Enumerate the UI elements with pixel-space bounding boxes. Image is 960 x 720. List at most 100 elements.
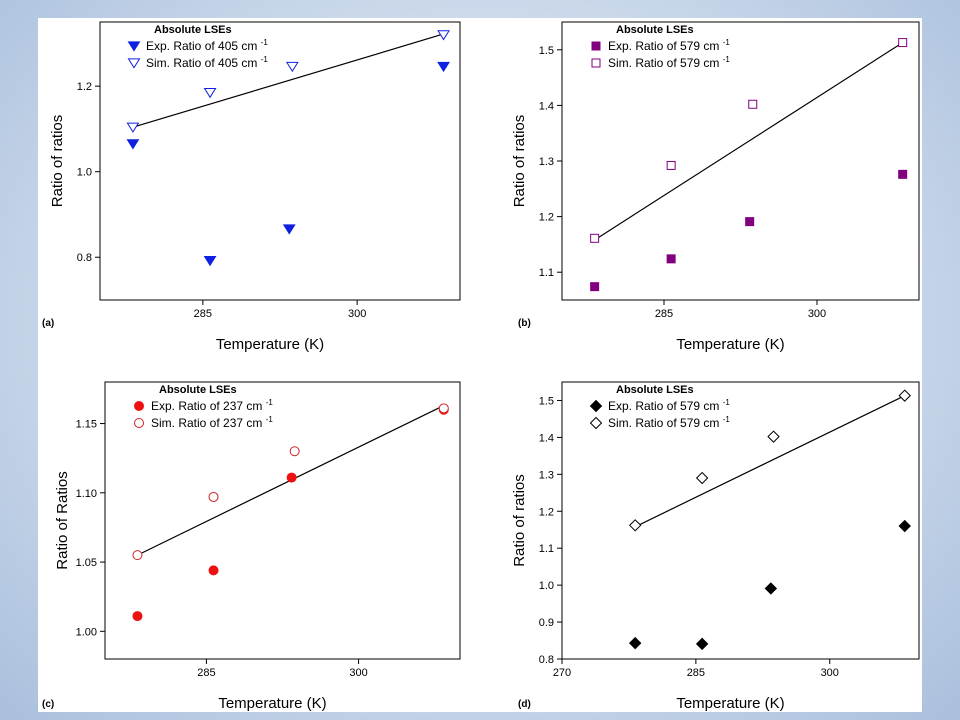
x-tick-label: 285	[197, 667, 215, 679]
legend-superscript: -1	[723, 398, 731, 407]
exp-data-point	[695, 637, 709, 651]
sim-data-point	[628, 519, 642, 532]
exp-data-point	[745, 217, 755, 227]
exp-data-point	[282, 224, 296, 235]
panel-label: (a)	[42, 318, 54, 329]
legend-entry: Sim. Ratio of 237 cm -1	[151, 415, 273, 430]
figure-svg: 285 300 0.8 1.0 1.2 Temperature (K) Ratio of r…	[42, 21, 920, 712]
sim-data-point	[132, 550, 143, 561]
legend-superscript: -1	[723, 38, 731, 47]
y-tick-label: 1.3	[539, 156, 554, 168]
exp-data-point	[203, 256, 217, 267]
sim-data-point	[285, 61, 299, 73]
y-tick-label: 0.9	[539, 617, 554, 629]
x-axis-label: Temperature (K)	[676, 336, 784, 353]
x-axis-label: Temperature (K)	[218, 695, 326, 712]
legend-entry: Sim. Ratio of 405 cm -1	[146, 55, 268, 70]
plot-frame	[99, 21, 461, 301]
y-tick-label: 1.15	[76, 419, 97, 431]
y-tick-label: 1.4	[539, 100, 554, 112]
legend-superscript: -1	[266, 398, 274, 407]
exp-data-point	[764, 582, 778, 595]
y-axis-label: Ratio of ratios	[511, 115, 528, 208]
chart-panel-2: 285 300 1.1 1.2 1.3 1.4 1.5 Temperature (K) Rati…	[511, 21, 920, 353]
sim-data-point	[208, 491, 219, 502]
y-axis-label: Ratio of Ratios	[54, 471, 71, 569]
sim-data-point	[767, 430, 780, 443]
legend-entry: Exp. Ratio of 237 cm -1	[151, 398, 273, 413]
legend-superscript: -1	[723, 55, 731, 64]
exp-data-point	[898, 169, 908, 179]
x-tick-label: 300	[348, 308, 366, 320]
y-tick-label: 1.5	[539, 395, 554, 407]
legend-marker	[127, 41, 141, 52]
legend-marker	[589, 416, 603, 430]
x-tick-label: 270	[553, 667, 571, 679]
sim-data-point	[126, 122, 140, 133]
y-tick-label: 1.0	[539, 580, 554, 592]
sim-data-point	[438, 403, 449, 414]
legend-entry: Sim. Ratio of 579 cm -1	[608, 415, 730, 430]
y-tick-label: 1.5	[539, 45, 554, 57]
panel-label: (b)	[518, 318, 531, 329]
sim-data-point	[289, 446, 300, 457]
y-tick-label: 0.8	[539, 654, 554, 666]
sim-data-point	[203, 87, 217, 99]
chart-panel-4: 270 285 300 0.8 0.9 1.0 1.1 1.2 1.3 1.4 1.5 Tempera…	[511, 381, 920, 712]
sim-data-point	[898, 389, 911, 402]
fit-line	[132, 33, 444, 128]
legend-entry: Exp. Ratio of 579 cm -1	[608, 38, 730, 53]
y-tick-label: 1.1	[539, 267, 554, 279]
y-tick-label: 1.05	[76, 557, 97, 569]
fit-line	[594, 42, 904, 241]
exp-data-point	[126, 139, 140, 150]
exp-data-point	[666, 254, 676, 264]
y-tick-label: 1.10	[76, 488, 97, 500]
x-axis-label: Temperature (K)	[216, 336, 324, 353]
exp-data-point	[437, 61, 450, 73]
exp-data-point	[286, 472, 297, 483]
legend-title: Absolute LSEs	[616, 24, 694, 36]
x-tick-label: 285	[194, 308, 212, 320]
y-tick-label: 1.2	[539, 212, 554, 224]
legend-marker	[134, 401, 144, 411]
x-axis-label: Temperature (K)	[676, 695, 784, 712]
exp-data-point	[628, 636, 642, 650]
y-tick-label: 1.3	[539, 469, 554, 481]
legend-entry: Exp. Ratio of 579 cm -1	[608, 398, 730, 413]
exp-data-point	[132, 611, 143, 622]
exp-data-point	[898, 519, 911, 533]
sim-data-point	[748, 99, 758, 109]
legend-title: Absolute LSEs	[159, 384, 237, 396]
panel-label: (d)	[518, 699, 531, 710]
legend-title: Absolute LSEs	[154, 24, 232, 36]
x-tick-label: 300	[821, 667, 839, 679]
exp-data-point	[590, 282, 600, 292]
legend-marker	[127, 58, 141, 69]
y-tick-label: 1.2	[539, 506, 554, 518]
y-tick-label: 1.1	[539, 543, 554, 555]
figure-card: 285 300 0.8 1.0 1.2 Temperature (K) Ratio of r…	[38, 18, 922, 712]
legend-title: Absolute LSEs	[616, 384, 694, 396]
panel-label: (c)	[42, 699, 54, 710]
legend-entry: Exp. Ratio of 405 cm -1	[146, 38, 268, 53]
legend-superscript: -1	[261, 55, 269, 64]
x-tick-label: 300	[349, 667, 367, 679]
y-tick-label: 1.2	[77, 81, 92, 93]
sim-data-point	[666, 160, 676, 170]
x-tick-label: 285	[655, 308, 673, 320]
y-axis-label: Ratio of ratios	[511, 474, 528, 567]
x-tick-label: 285	[687, 667, 705, 679]
legend-marker	[591, 41, 601, 51]
y-tick-label: 1.00	[76, 626, 97, 638]
legend-entry: Sim. Ratio of 579 cm -1	[608, 55, 730, 70]
legend-marker	[589, 399, 603, 413]
exp-data-point	[208, 565, 219, 576]
legend-marker	[134, 418, 144, 428]
y-axis-label: Ratio of ratios	[49, 115, 66, 208]
fit-line	[634, 395, 905, 528]
sim-data-point	[695, 471, 709, 485]
legend-superscript: -1	[723, 415, 731, 424]
plot-frame	[104, 381, 461, 660]
y-tick-label: 1.4	[539, 432, 554, 444]
